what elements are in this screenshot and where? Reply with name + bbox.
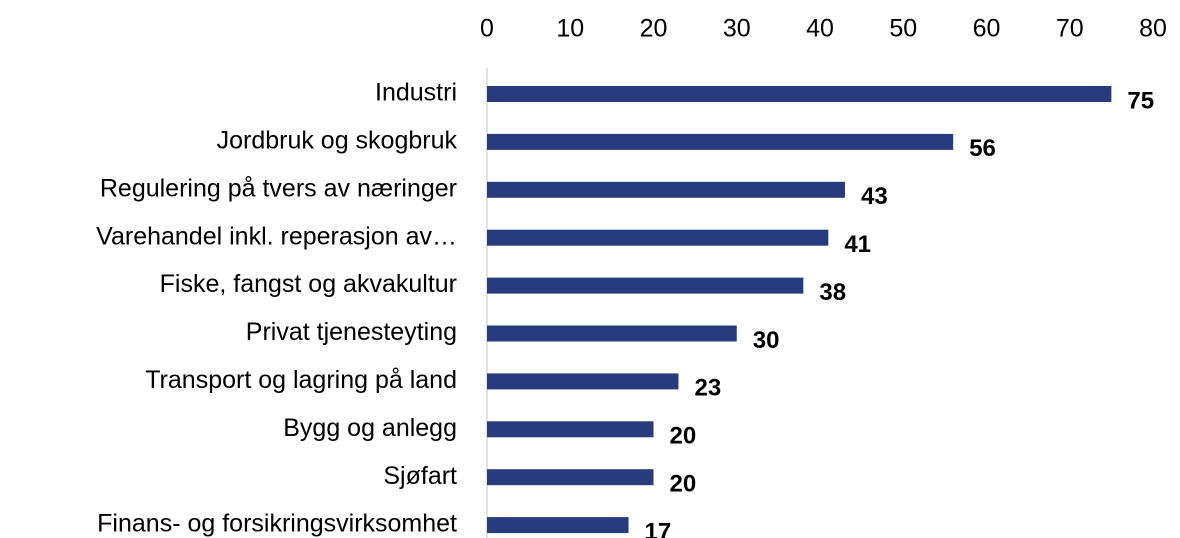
category-label: Transport og lagring på land: [145, 366, 457, 394]
value-label: 56: [969, 135, 996, 162]
bar: [487, 421, 654, 438]
value-label: 41: [844, 231, 871, 258]
x-tick-label: 10: [556, 15, 584, 43]
value-label: 30: [753, 327, 780, 354]
value-label: 38: [819, 279, 846, 306]
category-label: Bygg og anlegg: [283, 414, 457, 442]
x-tick-label: 40: [806, 15, 834, 43]
category-label: Varehandel inkl. reperasjon av…: [96, 222, 457, 250]
category-label: Jordbruk og skogbruk: [217, 127, 458, 155]
x-tick-label: 30: [723, 15, 751, 43]
bar: [487, 133, 954, 150]
bar: [487, 517, 629, 534]
x-tick-label: 50: [889, 15, 917, 43]
value-label: 75: [1127, 87, 1154, 114]
category-label: Fiske, fangst og akvakultur: [160, 270, 457, 298]
value-label: 43: [861, 183, 888, 210]
bar: [487, 277, 804, 294]
x-tick-label: 80: [1139, 15, 1167, 43]
x-tick-label: 20: [640, 15, 668, 43]
category-label: Regulering på tvers av næringer: [100, 174, 457, 202]
bar: [487, 229, 829, 246]
category-label: Privat tjenesteyting: [246, 318, 457, 346]
bar: [487, 325, 737, 342]
value-label: 20: [670, 471, 697, 498]
x-tick-label: 0: [480, 15, 494, 43]
bar: [487, 373, 679, 390]
category-label: Industri: [375, 79, 457, 107]
category-label: Finans- og forsikringsvirksomhet: [97, 510, 457, 538]
bar: [487, 86, 1112, 102]
value-label: 23: [694, 375, 721, 402]
x-tick-label: 60: [973, 15, 1001, 43]
value-label: 20: [670, 423, 697, 450]
bar: [487, 181, 845, 198]
x-tick-label: 70: [1056, 15, 1084, 43]
value-label: 17: [645, 518, 672, 538]
category-label: Sjøfart: [383, 462, 457, 490]
bar: [487, 469, 654, 486]
